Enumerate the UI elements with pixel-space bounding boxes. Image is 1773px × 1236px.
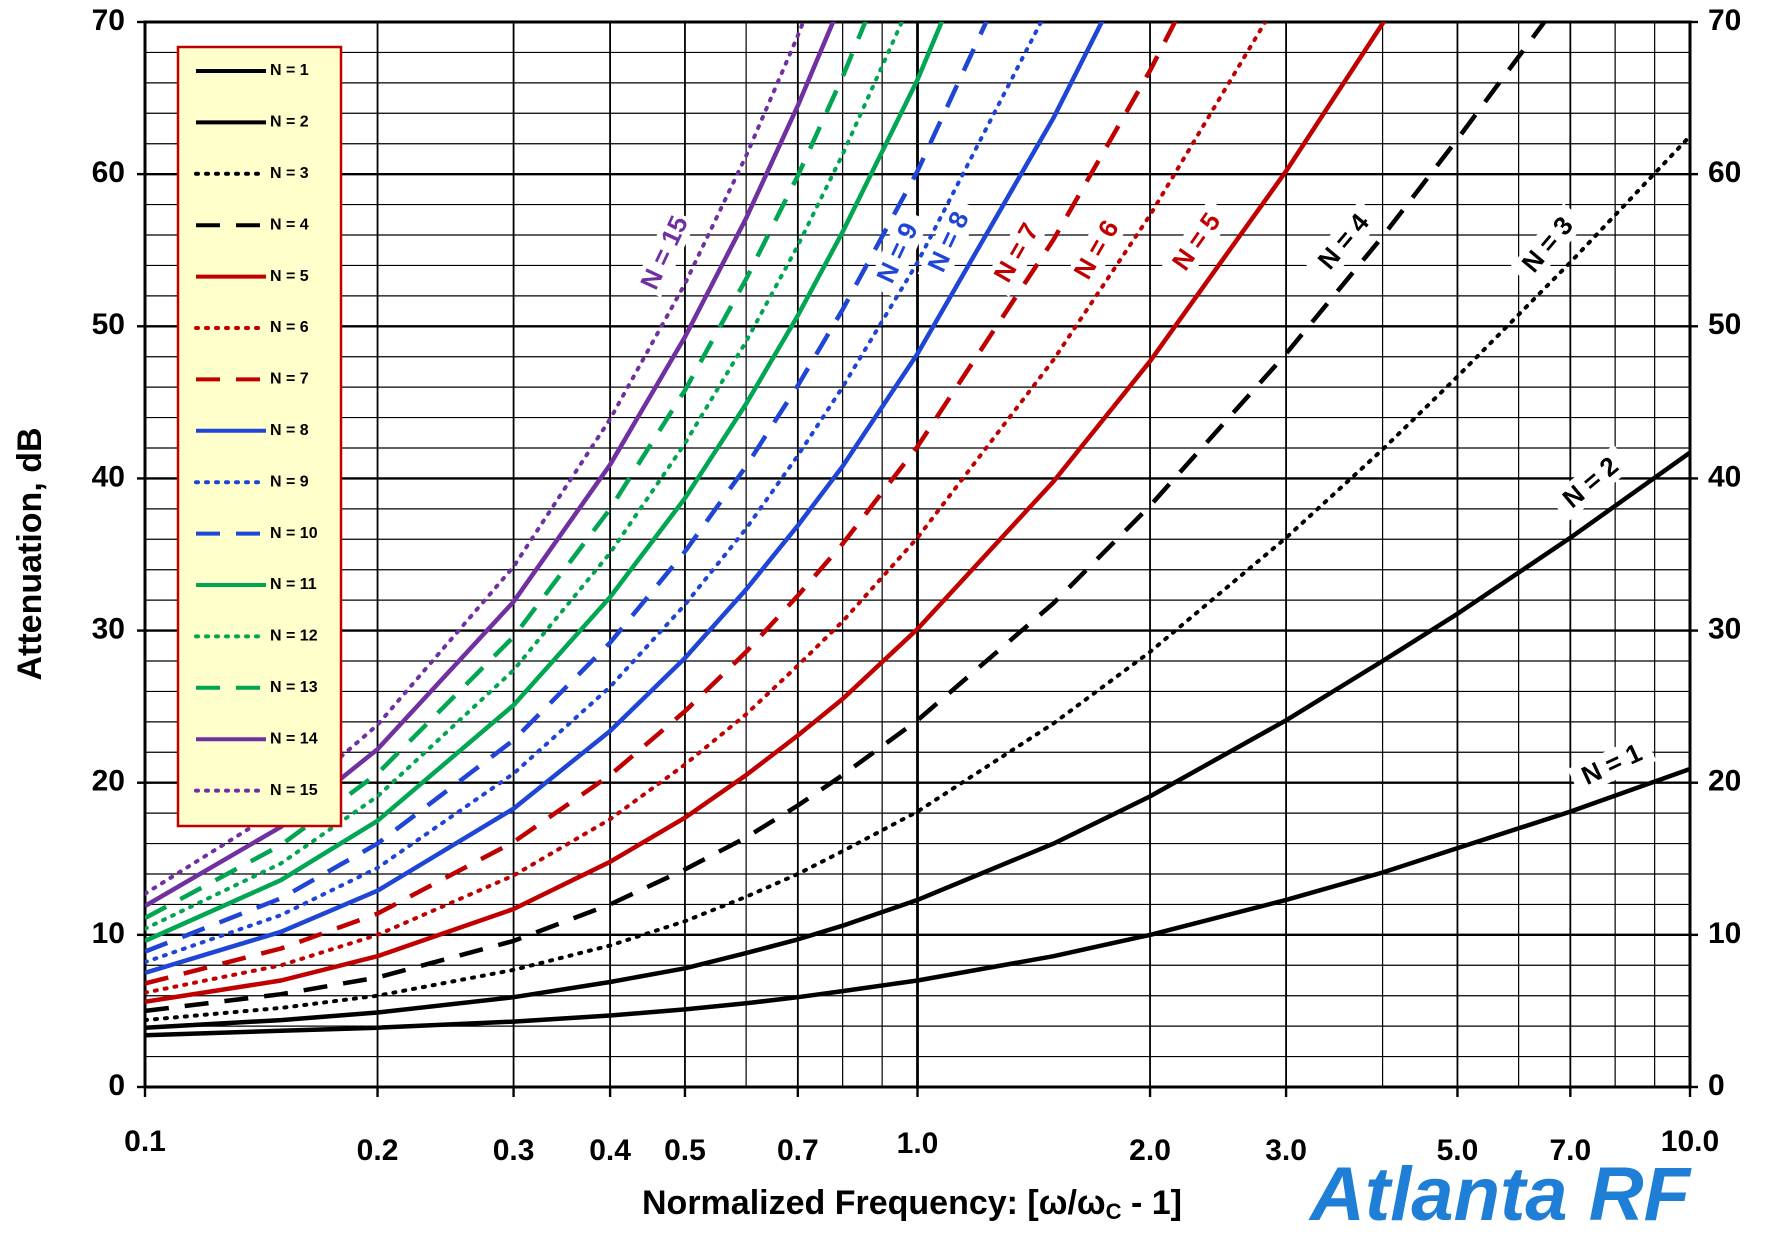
x-axis-label: Normalized Frequency: [ω/ωC - 1] (642, 1184, 1182, 1224)
legend-label: N = 11 (270, 576, 317, 593)
legend-box (176, 45, 343, 828)
y2-tick-label: 70 (1708, 4, 1741, 37)
x-tick-label: 1.0 (897, 1127, 939, 1160)
legend-label: N = 8 (270, 422, 309, 439)
y-tick-label: 10 (92, 917, 125, 950)
curve-label-bg (1160, 198, 1234, 286)
curve-label-bg (917, 197, 981, 287)
x-tick-label: 2.0 (1129, 1134, 1171, 1167)
y-axis-label: Attenuation, dB (11, 427, 49, 680)
series-line (145, 134, 1690, 1023)
series-line (145, 22, 905, 931)
series-line (145, 22, 1178, 986)
y-tick-label: 20 (92, 765, 125, 798)
x-axis-label-sub: C (1106, 1199, 1122, 1224)
x-tick-label: 0.4 (589, 1134, 631, 1167)
curve-label-bg (983, 209, 1051, 297)
legend-label: N = 2 (270, 114, 309, 131)
series-line (145, 450, 1690, 1030)
grid (144, 20, 1691, 1089)
series-line (145, 22, 989, 954)
x-tick-label: 3.0 (1265, 1134, 1307, 1167)
legend-label: N = 3 (270, 165, 309, 182)
legend-label: N = 10 (270, 525, 318, 542)
x-tick-label: 10.0 (1661, 1125, 1719, 1158)
x-tick-label: 7.0 (1549, 1134, 1591, 1167)
x-axis-label-part: Normalized Frequency: [ω/ω (642, 1184, 1106, 1222)
curve-label-bg (866, 208, 930, 298)
y-tick-label: 0 (108, 1069, 125, 1102)
curve-label-bg (1567, 733, 1657, 797)
x-tick-label: 5.0 (1437, 1134, 1479, 1167)
curve-label-bg (1305, 200, 1383, 284)
plot-frame (143, 20, 1692, 1089)
y2-tick-label: 60 (1708, 156, 1741, 189)
curve-label-bg (633, 208, 697, 298)
y-tick-label: 40 (92, 460, 125, 493)
y2-tick-label: 40 (1708, 460, 1741, 493)
y2-tick-label: 20 (1708, 765, 1741, 798)
series-line (145, 22, 1105, 976)
series-line (145, 22, 945, 943)
legend-label: N = 14 (270, 730, 318, 747)
series-line (145, 22, 1387, 1005)
x-tick-label: 0.2 (357, 1134, 399, 1167)
series-line (145, 22, 1268, 995)
y2-tick-label: 10 (1708, 917, 1741, 950)
legend-label: N = 1 (270, 62, 309, 79)
y-tick-label: 30 (92, 612, 125, 645)
x-axis-label-part: - 1] (1122, 1184, 1182, 1222)
x-tick-label: 0.3 (493, 1134, 535, 1167)
series-line (145, 766, 1690, 1038)
legend-label: N = 15 (270, 782, 318, 799)
y2-tick-label: 30 (1708, 612, 1741, 645)
legend-label: N = 4 (270, 216, 309, 233)
x-tick-label: 0.5 (664, 1134, 706, 1167)
legend-label: N = 7 (270, 371, 309, 388)
legend-label: N = 12 (270, 628, 318, 645)
x-tick-label: 0.1 (124, 1125, 166, 1158)
legend-label: N = 9 (270, 473, 309, 490)
curve-label-bg (1063, 206, 1131, 294)
y-tick-label: 50 (92, 308, 125, 341)
legend-label: N = 5 (270, 268, 309, 285)
y2-tick-label: 0 (1708, 1069, 1725, 1102)
legend-label: N = 6 (270, 319, 309, 336)
legend-label: N = 13 (270, 679, 318, 696)
y2-tick-label: 50 (1708, 308, 1741, 341)
y-tick-label: 60 (92, 156, 125, 189)
x-tick-label: 0.7 (777, 1134, 819, 1167)
brand: Atlanta RF (1308, 1152, 1693, 1236)
curve-label-bg (1509, 203, 1587, 287)
curve-label-bg (1549, 444, 1633, 522)
y-tick-label: 70 (92, 4, 125, 37)
